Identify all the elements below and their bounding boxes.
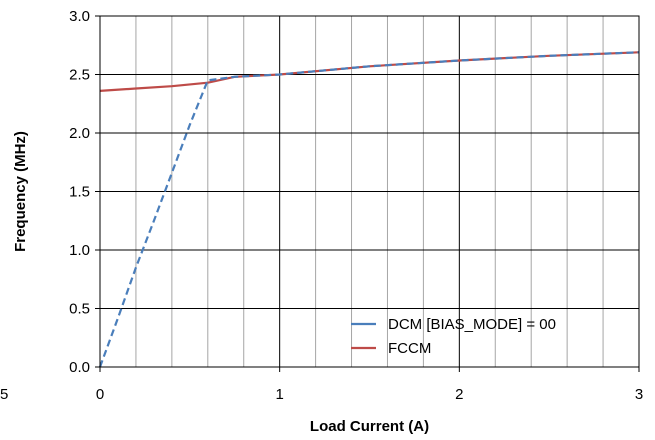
partial-tick-label: 5: [0, 386, 8, 403]
x-axis-title: Load Current (A): [310, 418, 429, 435]
series-line-dcm-bias-mode-00: [98, 51, 640, 368]
x-tick-label: 3: [635, 386, 643, 403]
axis-ticks: 0.0 0.5 1.0 1.5 2.0 2.5 3.0 0 1 2 3: [69, 8, 643, 403]
y-axis-title: Frequency (MHz): [12, 131, 29, 252]
y-tick-label: 1.5: [69, 184, 90, 201]
x-tick-label: 1: [275, 386, 283, 403]
y-tick-label: 0.0: [69, 359, 90, 376]
y-tick-label: 1.0: [69, 242, 90, 259]
y-tick-label: 0.5: [69, 301, 90, 318]
data-series: [98, 51, 640, 368]
x-tick-label: 0: [96, 386, 104, 403]
y-tick-label: 2.0: [69, 125, 90, 142]
legend-label: FCCM: [388, 340, 431, 357]
series-line-fccm: [99, 51, 640, 92]
x-tick-label: 2: [455, 386, 463, 403]
y-tick-label: 3.0: [69, 8, 90, 25]
legend-label: DCM [BIAS_MODE] = 00: [388, 316, 556, 333]
y-tick-label: 2.5: [69, 67, 90, 84]
legend: DCM [BIAS_MODE] = 00 FCCM: [351, 316, 556, 357]
grid-lines: [100, 16, 639, 367]
